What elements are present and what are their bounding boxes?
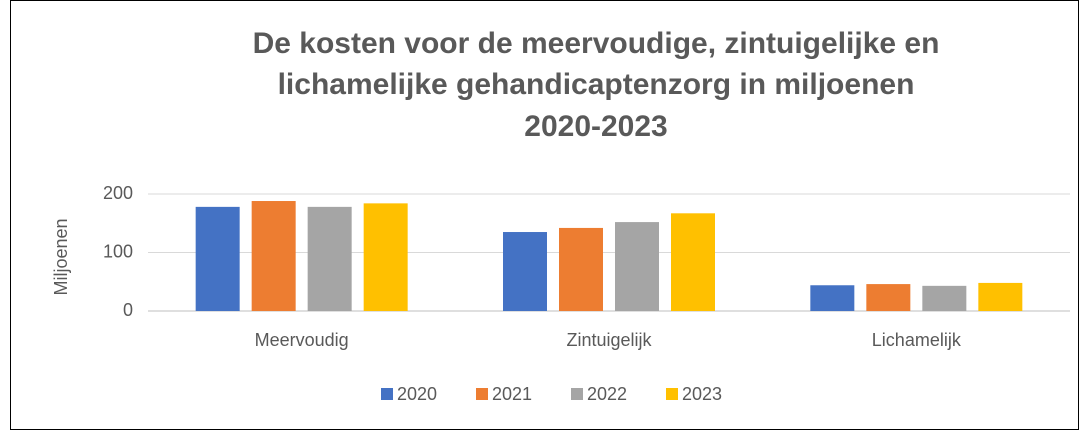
legend-swatch: [666, 388, 678, 400]
bar: [503, 232, 547, 311]
bar: [922, 285, 967, 311]
bar: [195, 206, 240, 311]
y-tick-label: 100: [103, 241, 133, 261]
legend-label: 2022: [587, 384, 627, 404]
bar: [978, 282, 1023, 311]
legend-label: 2021: [492, 384, 532, 404]
bar: [307, 206, 352, 311]
chart-frame: [10, 0, 1079, 430]
x-tick-label: Meervoudig: [255, 330, 349, 350]
chart-title: De kosten voor de meervoudige, zintuigel…: [253, 27, 940, 60]
bar: [363, 203, 408, 311]
x-tick-label: Lichamelijk: [872, 330, 962, 350]
legend-swatch: [381, 388, 393, 400]
legend-label: 2020: [397, 384, 437, 404]
y-axis-label: Miljoenen: [51, 218, 71, 295]
bar: [559, 227, 603, 311]
y-tick-label: 200: [103, 183, 133, 203]
x-tick-label: Zintuigelijk: [566, 330, 652, 350]
y-tick-label: 0: [123, 300, 133, 320]
chart-title: lichamelijke gehandicaptenzorg in miljoe…: [278, 68, 915, 101]
legend-swatch: [476, 388, 488, 400]
bar: [810, 285, 855, 311]
legend-label: 2023: [682, 384, 722, 404]
bar: [866, 284, 911, 311]
bar: [615, 222, 659, 311]
bar: [671, 213, 715, 311]
bar: [251, 201, 296, 311]
chart-title: 2020-2023: [524, 110, 667, 143]
legend-swatch: [571, 388, 583, 400]
